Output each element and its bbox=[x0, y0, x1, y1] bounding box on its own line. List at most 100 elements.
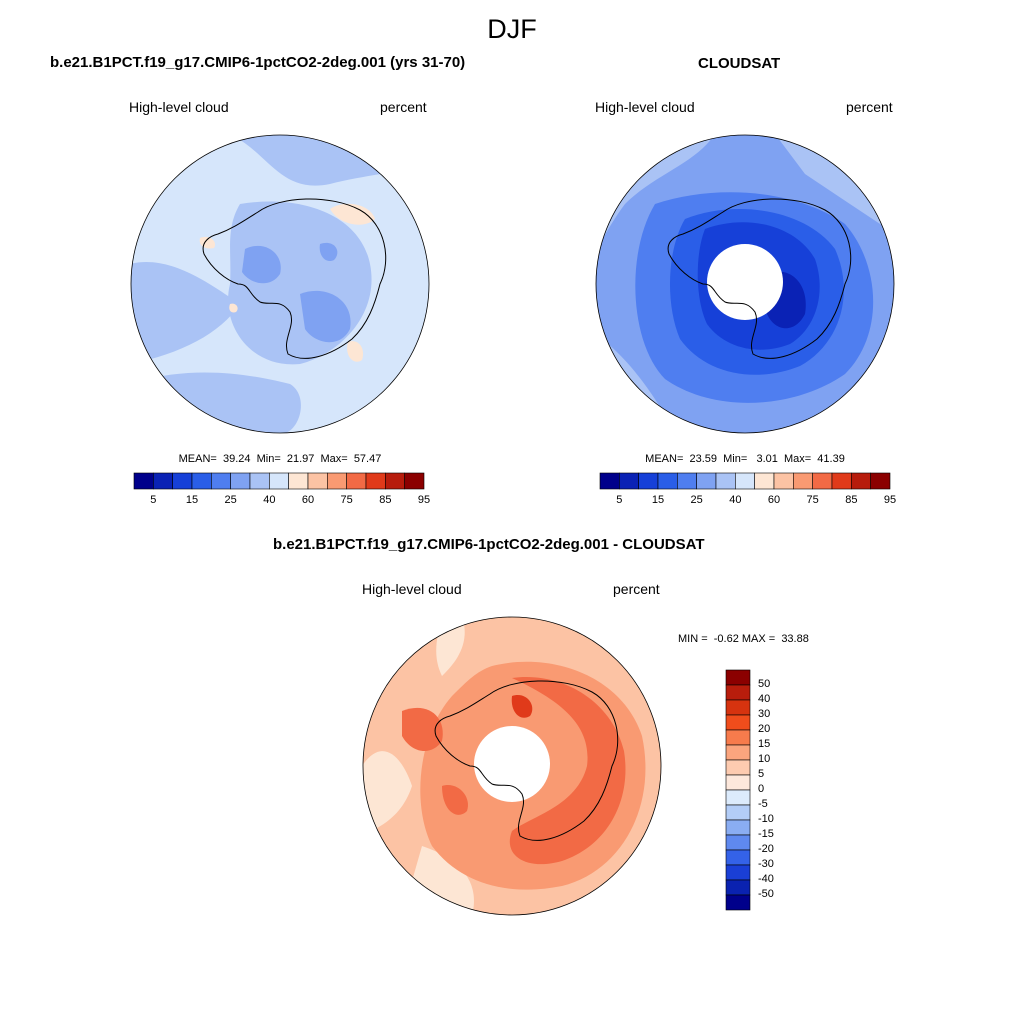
diff-polar-map bbox=[362, 616, 662, 916]
colorbar-swatch bbox=[288, 472, 309, 490]
colorbar-swatch bbox=[657, 472, 678, 490]
colorbar-tick-label: 50 bbox=[758, 678, 771, 690]
colorbar-swatch bbox=[851, 472, 871, 490]
left-colorbar-ticks: 5 15 25 40 60 75 85 95 bbox=[134, 494, 430, 508]
left-panel-title: b.e21.B1PCT.f19_g17.CMIP6-1pctCO2-2deg.0… bbox=[50, 54, 466, 71]
colorbar-tick-label: 75 bbox=[340, 494, 353, 506]
left-field-contour bbox=[229, 303, 238, 313]
colorbar-swatch bbox=[133, 472, 154, 490]
colorbar-swatch bbox=[725, 714, 751, 731]
colorbar-tick-label: -30 bbox=[758, 858, 774, 870]
colorbar-swatch bbox=[599, 472, 620, 490]
diff-colorbar-ticks: 50 40 30 20 15 10 5 0 -5 -10 -15 -20 -30 -40 -50 bbox=[758, 670, 798, 910]
right-units-label: percent bbox=[846, 99, 893, 115]
colorbar-tick-label: -10 bbox=[758, 813, 774, 825]
left-field-contour bbox=[242, 245, 281, 284]
colorbar-tick-label: 40 bbox=[758, 693, 771, 705]
colorbar-swatch bbox=[793, 472, 813, 490]
colorbar-swatch bbox=[870, 472, 891, 490]
left-field-contour bbox=[330, 203, 375, 225]
right-colorbar bbox=[599, 472, 891, 490]
left-field-contour bbox=[131, 262, 240, 364]
diff-field-contour bbox=[509, 676, 626, 865]
colorbar-swatch bbox=[153, 472, 173, 490]
colorbar-tick-label: 85 bbox=[379, 494, 392, 506]
colorbar-swatch bbox=[172, 472, 193, 490]
colorbar-swatch bbox=[365, 472, 386, 490]
diff-units-label: percent bbox=[613, 581, 660, 597]
colorbar-swatch bbox=[735, 472, 755, 490]
colorbar-tick-label: 40 bbox=[729, 494, 742, 506]
diff-field-contour bbox=[442, 785, 468, 815]
colorbar-swatch bbox=[230, 472, 251, 490]
colorbar-swatch bbox=[327, 472, 347, 490]
colorbar-tick-label: 20 bbox=[758, 723, 771, 735]
diff-panel-title: b.e21.B1PCT.f19_g17.CMIP6-1pctCO2-2deg.0… bbox=[273, 536, 705, 553]
left-field-contour bbox=[347, 341, 364, 362]
colorbar-tick-label: 30 bbox=[758, 708, 771, 720]
colorbar-tick-label: -5 bbox=[758, 798, 768, 810]
colorbar-swatch bbox=[725, 864, 751, 881]
left-variable-label: High-level cloud bbox=[129, 99, 229, 115]
right-variable-label: High-level cloud bbox=[595, 99, 695, 115]
colorbar-swatch bbox=[725, 849, 751, 866]
diff-stats: MIN = -0.62 MAX = 33.88 bbox=[678, 633, 809, 645]
colorbar-swatch bbox=[812, 472, 833, 490]
colorbar-tick-label: 40 bbox=[263, 494, 276, 506]
colorbar-swatch bbox=[725, 684, 751, 701]
colorbar-tick-label: 85 bbox=[845, 494, 858, 506]
left-units-label: percent bbox=[380, 99, 427, 115]
colorbar-tick-label: -20 bbox=[758, 843, 774, 855]
diff-missing-data bbox=[474, 726, 550, 802]
colorbar-tick-label: 15 bbox=[758, 738, 771, 750]
colorbar-swatch bbox=[725, 804, 751, 821]
colorbar-swatch bbox=[754, 472, 775, 490]
right-stats: MEAN= 23.59 Min= 3.01 Max= 41.39 bbox=[645, 453, 845, 465]
right-missing-data bbox=[707, 244, 783, 320]
colorbar-swatch bbox=[725, 669, 751, 686]
colorbar-tick-label: 95 bbox=[883, 494, 897, 506]
colorbar-swatch bbox=[638, 472, 659, 490]
colorbar-swatch bbox=[307, 472, 328, 490]
left-field-contour bbox=[131, 372, 301, 433]
left-field-contour bbox=[319, 242, 338, 262]
colorbar-tick-label: -50 bbox=[758, 888, 774, 900]
colorbar-swatch bbox=[249, 472, 270, 490]
diff-variable-label: High-level cloud bbox=[362, 581, 462, 597]
colorbar-tick-label: 0 bbox=[758, 783, 765, 795]
colorbar-tick-label: 95 bbox=[417, 494, 431, 506]
colorbar-tick-label: 25 bbox=[224, 494, 237, 506]
diff-field-contour bbox=[363, 751, 412, 836]
colorbar-tick-label: 60 bbox=[767, 494, 781, 506]
colorbar-swatch bbox=[725, 789, 751, 806]
colorbar-swatch bbox=[831, 472, 852, 490]
left-stats: MEAN= 39.24 Min= 21.97 Max= 57.47 bbox=[178, 453, 382, 465]
left-polar-map bbox=[130, 134, 430, 434]
colorbar-swatch bbox=[385, 472, 405, 490]
colorbar-tick-label: 5 bbox=[616, 494, 623, 506]
colorbar-swatch bbox=[725, 744, 751, 761]
colorbar-swatch bbox=[725, 894, 751, 911]
colorbar-swatch bbox=[725, 834, 751, 851]
right-polar-map bbox=[595, 134, 895, 434]
colorbar-swatch bbox=[773, 472, 794, 490]
colorbar-swatch bbox=[725, 699, 751, 716]
colorbar-swatch bbox=[269, 472, 289, 490]
colorbar-swatch bbox=[715, 472, 736, 490]
antarctica-outline bbox=[434, 680, 619, 841]
colorbar-swatch bbox=[346, 472, 367, 490]
colorbar-swatch bbox=[211, 472, 231, 490]
colorbar-swatch bbox=[404, 472, 425, 490]
colorbar-swatch bbox=[619, 472, 639, 490]
colorbar-swatch bbox=[696, 472, 717, 490]
colorbar-tick-label: 5 bbox=[758, 768, 765, 780]
colorbar-tick-label: 60 bbox=[301, 494, 315, 506]
antarctica-outline bbox=[202, 198, 387, 359]
colorbar-tick-label: 25 bbox=[690, 494, 703, 506]
colorbar-tick-label: -15 bbox=[758, 828, 774, 840]
colorbar-swatch bbox=[725, 759, 751, 776]
colorbar-swatch bbox=[725, 879, 751, 896]
antarctica-outline bbox=[667, 198, 852, 359]
diff-field-contour bbox=[402, 707, 443, 752]
figure-title: DJF bbox=[487, 14, 537, 44]
